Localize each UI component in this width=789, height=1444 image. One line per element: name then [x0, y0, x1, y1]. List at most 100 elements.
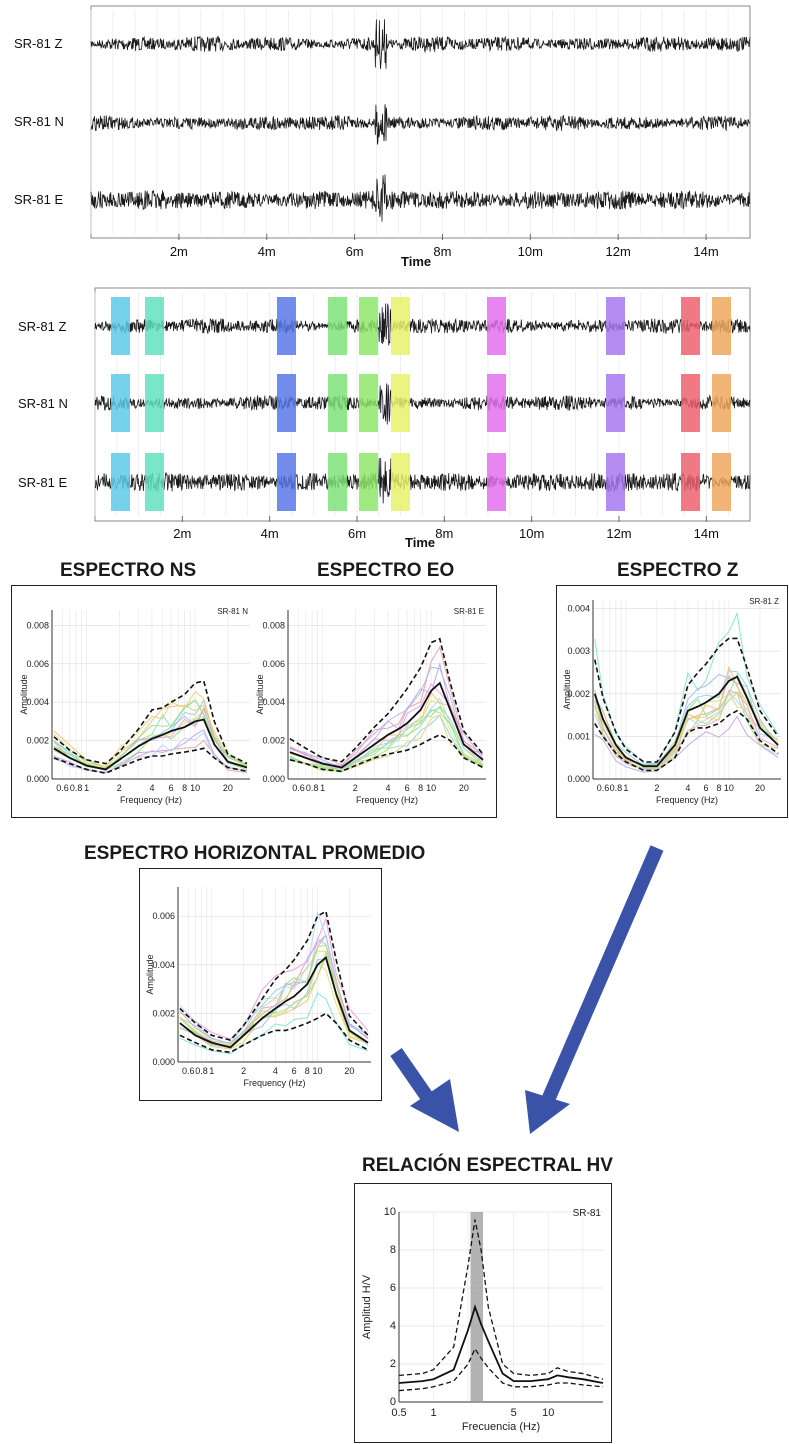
y-tick-label: 0.008: [262, 620, 285, 630]
channel-label-z: SR-81 Z: [14, 36, 63, 51]
analysis-window: [145, 453, 164, 511]
y-axis-label: Amplitude: [145, 954, 155, 994]
y-tick-label: 0.000: [262, 774, 285, 784]
x-tick-label: 8: [305, 1066, 310, 1076]
x-tick-label: 10: [426, 783, 436, 793]
window-spectra: [179, 910, 369, 1055]
analysis-window: [359, 453, 378, 511]
x-tick-label: 20: [223, 783, 233, 793]
window-spectrum-line: [289, 714, 484, 772]
window-spectrum-line: [289, 709, 484, 770]
analysis-window: [391, 297, 410, 355]
x-tick-label: 2: [117, 783, 122, 793]
x-axis-label: Frequency (Hz): [243, 1078, 305, 1088]
x-axis-label: Frequency (Hz): [120, 795, 182, 805]
y-tick-label: 0.000: [26, 774, 49, 784]
waveform-trace: [90, 19, 751, 70]
y-tick-label: 0.003: [567, 646, 590, 656]
waveform-traces: [94, 292, 751, 516]
y-tick-label: 0.004: [152, 960, 175, 970]
time-tick-label: 2m: [173, 526, 191, 541]
x-tick-label: 1: [209, 1066, 214, 1076]
x-axis-label: Frequency (Hz): [656, 795, 718, 805]
analysis-window: [606, 297, 625, 355]
time-tick-label: 4m: [261, 526, 279, 541]
x-tick-label: 8: [182, 783, 187, 793]
waveform-traces: [90, 10, 751, 234]
x-tick-label: 2: [353, 783, 358, 793]
x-tick-label: 0.6: [56, 783, 69, 793]
analysis-window: [681, 453, 700, 511]
analysis-window: [111, 453, 130, 511]
panel-station-label: SR-81 Z: [749, 597, 779, 606]
waveform-trace: [94, 383, 751, 425]
y-tick-label: 0.002: [262, 736, 285, 746]
x-tick-label: 20: [344, 1066, 354, 1076]
upper-std-line: [398, 1219, 604, 1380]
analysis-window: [681, 374, 700, 432]
x-tick-label: 0.6: [597, 783, 610, 793]
x-tick-label: 8: [418, 783, 423, 793]
x-tick-label: 4: [149, 783, 154, 793]
waveform-panel-raw: 2m 4m 6m 8m 10m 12m 14m SR-81 Z SR-81 N SR-81 …: [0, 0, 789, 272]
x-tick-label: 1: [320, 783, 325, 793]
window-spectrum-line: [289, 697, 484, 770]
y-tick-label: 0.002: [567, 689, 590, 699]
analysis-window: [277, 297, 296, 355]
window-spectrum-line: [594, 691, 779, 769]
window-spectra: [594, 611, 779, 773]
x-tick-label: 1: [430, 1407, 436, 1419]
lower-std-line: [179, 1012, 369, 1054]
window-spectrum-line: [594, 689, 779, 771]
x-tick-label: 0.8: [70, 783, 83, 793]
analysis-window: [712, 374, 731, 432]
window-spectrum-line: [179, 992, 369, 1055]
time-ticks: 2m 4m 6m 8m 10m 12m 14m: [173, 516, 719, 541]
lower-std-line: [398, 1347, 604, 1392]
time-axis-label: Time: [401, 254, 432, 269]
window-spectrum-line: [179, 910, 369, 1045]
lower-std-line: [594, 709, 779, 772]
time-tick-label: 6m: [346, 244, 364, 259]
x-tick-label: 4: [685, 783, 690, 793]
analysis-window: [391, 453, 410, 511]
lower-std-line: [53, 747, 248, 775]
window-spectra: [53, 690, 248, 774]
analysis-window: [712, 297, 731, 355]
y-axis-label: Amplitude: [19, 674, 29, 714]
time-tick-label: 14m: [693, 244, 718, 259]
x-tick-label: 10: [313, 1066, 323, 1076]
time-tick-label: 12m: [606, 244, 631, 259]
window-spectrum-line: [53, 690, 248, 768]
window-spectrum-line: [53, 699, 248, 770]
chart-espectro-z: 0.000 0.001 0.002 0.003 0.004 0.6 0.8 1 2 4 6 8 10 20…: [562, 597, 781, 805]
x-tick-label: 5: [511, 1407, 517, 1419]
waveform-trace: [90, 104, 751, 145]
window-spectrum-line: [289, 666, 484, 769]
y-tick-label: 0.000: [152, 1057, 175, 1067]
time-tick-label: 8m: [435, 526, 453, 541]
x-tick-label: 8: [716, 783, 721, 793]
analysis-window: [359, 374, 378, 432]
y-tick-label: 0.002: [26, 736, 49, 746]
grid: [288, 610, 486, 780]
x-tick-label: 2: [654, 783, 659, 793]
mean-spectrum-line: [289, 681, 484, 769]
analysis-window: [328, 297, 347, 355]
y-tick-label: 2: [390, 1358, 396, 1370]
analysis-window: [328, 453, 347, 511]
waveform-panel-windows: 2m 4m 6m 8m 10m 12m 14m SR-81 Z SR-81 N SR-81 …: [0, 282, 789, 552]
y-tick-label: 0.006: [26, 659, 49, 669]
y-tick-label: 0: [390, 1396, 396, 1408]
x-tick-label: 6: [292, 1066, 297, 1076]
analysis-window: [391, 374, 410, 432]
x-tick-label: 0.8: [195, 1066, 208, 1076]
window-spectrum-line: [594, 715, 779, 773]
window-spectra: [289, 645, 484, 773]
analysis-window: [487, 297, 506, 355]
channel-label-n: SR-81 N: [18, 396, 68, 411]
x-tick-label: 6: [405, 783, 410, 793]
window-spectrum-line: [594, 665, 779, 770]
panel-station-label: SR-81 N: [217, 607, 248, 616]
